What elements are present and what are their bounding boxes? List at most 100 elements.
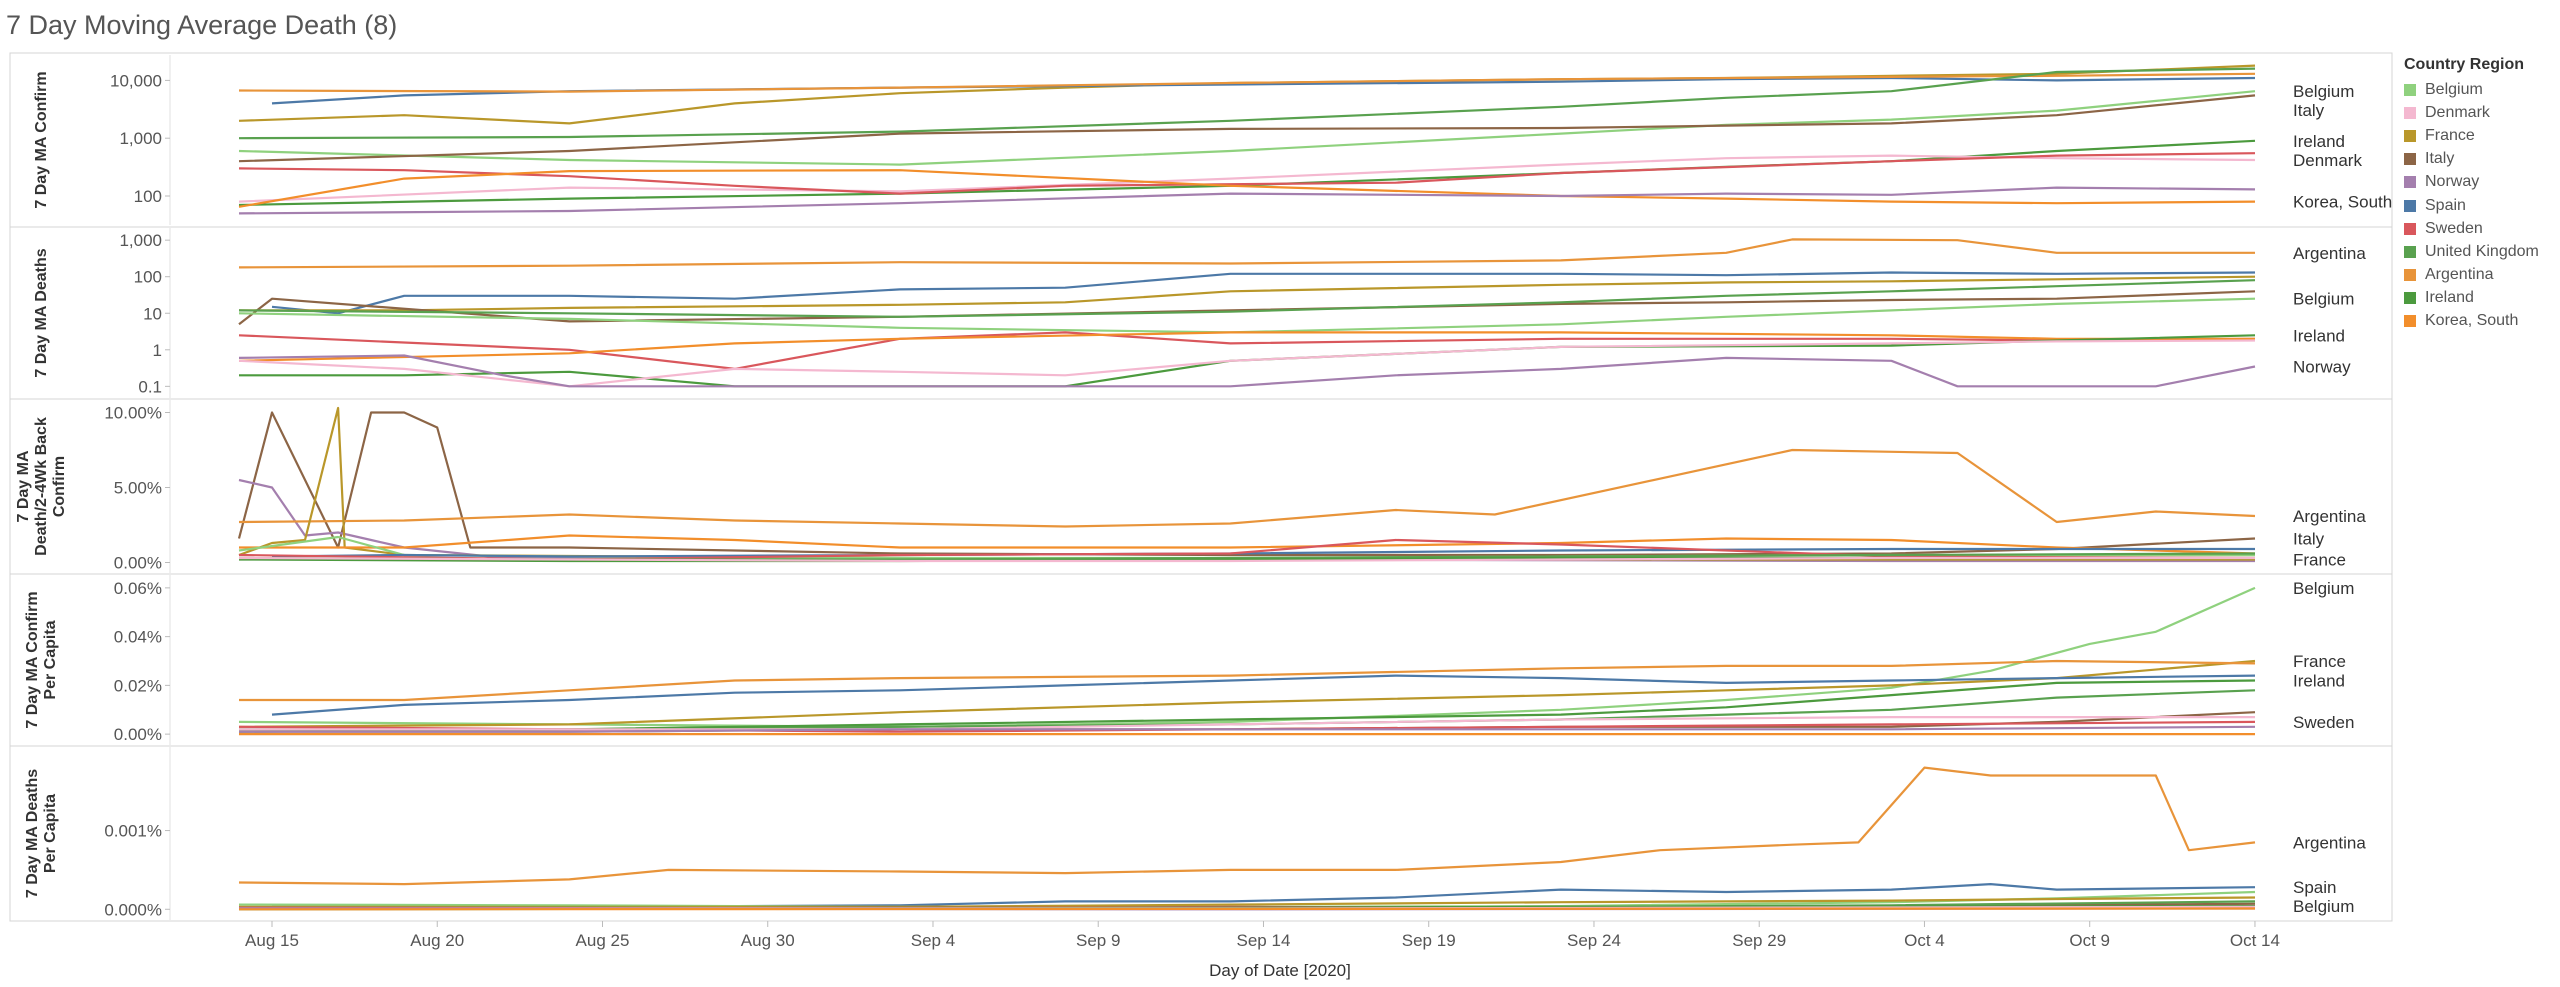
legend-swatch	[2404, 292, 2416, 305]
panel-1: 10,000 1,000 100 7 Day MA Confirm BelgiumIta…	[33, 55, 2392, 225]
panel-4: 0.06% 0.04% 0.02% 0.00% 7 Day MA ConfirmPer …	[10, 573, 2392, 745]
legend[interactable]: Country Region Belgium Denmark France Italy…	[2404, 56, 2539, 333]
end-label: Norway	[2293, 357, 2351, 376]
series-line-france	[238, 659, 2256, 728]
legend-item[interactable]: Argentina	[2404, 264, 2539, 287]
series-line-belgium	[238, 297, 2256, 334]
x-tick-label: Sep 24	[1567, 931, 1621, 950]
legend-label: Korea, South	[2425, 312, 2519, 330]
chart-frame	[9, 52, 2393, 922]
series-line-norway	[238, 354, 2256, 388]
legend-item[interactable]: Korea, South	[2404, 310, 2539, 333]
series-line-korea-south	[238, 907, 2256, 911]
series-line-united-kingdom	[238, 279, 2256, 318]
y-tick-label: 0.000%	[104, 900, 162, 919]
legend-swatch	[2404, 269, 2416, 282]
legend-title: Country Region	[2404, 56, 2524, 73]
y-tick-label: 100	[134, 187, 162, 206]
legend-item[interactable]: Denmark	[2404, 101, 2539, 124]
y-axis-title: 7 Day MADeath/2-4Wk BackConfirm	[15, 417, 68, 556]
series-line-korea-south	[239, 534, 2256, 555]
legend-item[interactable]: Sweden	[2404, 217, 2539, 240]
end-label: Korea, South	[2293, 193, 2392, 212]
legend-item[interactable]: France	[2404, 124, 2539, 147]
legend-item[interactable]: Italy	[2404, 148, 2539, 171]
series-line-spain	[271, 76, 2256, 105]
series-line-sweden	[238, 331, 2256, 370]
end-label: Spain	[2293, 878, 2336, 897]
y-tick-label: 0.04%	[114, 628, 162, 647]
legend-item[interactable]: Belgium	[2404, 78, 2539, 101]
legend-label: United Kingdom	[2425, 242, 2539, 260]
x-axis-title: Day of Date [2020]	[1209, 961, 1351, 980]
end-label: Italy	[2293, 530, 2325, 549]
y-tick-label: 5.00%	[114, 479, 162, 498]
series-line-korea-south	[238, 331, 2255, 362]
y-tick-label: 10,000	[110, 71, 162, 90]
y-tick-label: 0.06%	[114, 579, 162, 598]
panel-3: 10.00% 5.00% 0.00% 7 Day MADeath/2-4Wk Back…	[10, 398, 2392, 573]
legend-item[interactable]: United Kingdom	[2404, 240, 2539, 263]
legend-item[interactable]: Spain	[2404, 194, 2539, 217]
end-label: Argentina	[2293, 833, 2366, 852]
x-tick-label: Oct 14	[2230, 931, 2280, 950]
y-tick-label: 10	[143, 304, 162, 323]
legend-label: Belgium	[2425, 80, 2483, 98]
series-line-united-kingdom	[238, 67, 2256, 140]
legend-label: Sweden	[2425, 219, 2483, 237]
y-tick-label: 10.00%	[104, 404, 162, 423]
x-tick-label: Sep 4	[911, 931, 955, 950]
y-tick-label: 0.00%	[114, 725, 162, 744]
legend-swatch	[2404, 245, 2416, 258]
y-tick-label: 1,000	[119, 231, 162, 250]
x-tick-label: Sep 9	[1076, 931, 1120, 950]
end-label: Belgium	[2293, 579, 2354, 598]
end-label: France	[2293, 551, 2346, 570]
series-line-norway	[239, 725, 2256, 733]
legend-label: France	[2425, 126, 2475, 144]
y-tick-label: 0.001%	[104, 822, 162, 841]
y-axis-title: 7 Day MA ConfirmPer Capita	[24, 591, 59, 728]
legend-label: Argentina	[2425, 266, 2494, 284]
series-line-italy	[237, 411, 2256, 557]
end-label: Sweden	[2293, 713, 2354, 732]
x-tick-label: Sep 29	[1732, 931, 1786, 950]
series-line-norway	[238, 186, 2256, 215]
panel-2: 1,000 100 10 1 0.1 7 Day MA Deaths Argentina Be…	[10, 226, 2392, 398]
y-tick-label: 0.1	[138, 377, 162, 396]
end-label: Denmark	[2293, 151, 2362, 170]
x-tick-label: Aug 15	[245, 931, 299, 950]
legend-swatch	[2404, 153, 2416, 166]
series-line-argentina	[238, 448, 2256, 528]
panel-5: 0.001% 0.000% 7 Day MA DeathsPer Capita Arg…	[10, 745, 2392, 920]
legend-item[interactable]: Norway	[2404, 171, 2539, 194]
series-line-france	[239, 275, 2256, 312]
legend-items[interactable]: Belgium Denmark France Italy Norway Spain Swed…	[2404, 78, 2539, 333]
x-tick-label: Aug 30	[741, 931, 795, 950]
x-tick-label: Oct 4	[1904, 931, 1945, 950]
legend-label: Spain	[2425, 196, 2466, 214]
legend-label: Italy	[2425, 150, 2455, 168]
series-line-spain	[271, 271, 2256, 315]
legend-swatch	[2404, 129, 2416, 142]
series-line-denmark	[239, 716, 2255, 731]
end-label: Ireland	[2293, 132, 2345, 151]
x-tick-label: Oct 9	[2069, 931, 2110, 950]
x-tick-label: Sep 19	[1402, 931, 1456, 950]
x-tick-label: Sep 14	[1237, 931, 1291, 950]
legend-swatch	[2404, 315, 2416, 328]
x-tick-label: Aug 25	[576, 931, 630, 950]
series-line-ireland	[238, 679, 2256, 733]
series-line-france	[238, 64, 2256, 125]
x-tick-label: Aug 20	[410, 931, 464, 950]
legend-swatch	[2404, 222, 2416, 235]
end-label: Ireland	[2293, 326, 2345, 345]
series-line-denmark	[238, 556, 2255, 563]
end-label: Belgium	[2293, 290, 2354, 309]
series-line-argentina	[238, 72, 2256, 93]
legend-item[interactable]: Ireland	[2404, 287, 2539, 310]
end-label: Argentina	[2293, 507, 2366, 526]
y-tick-label: 1,000	[119, 129, 162, 148]
